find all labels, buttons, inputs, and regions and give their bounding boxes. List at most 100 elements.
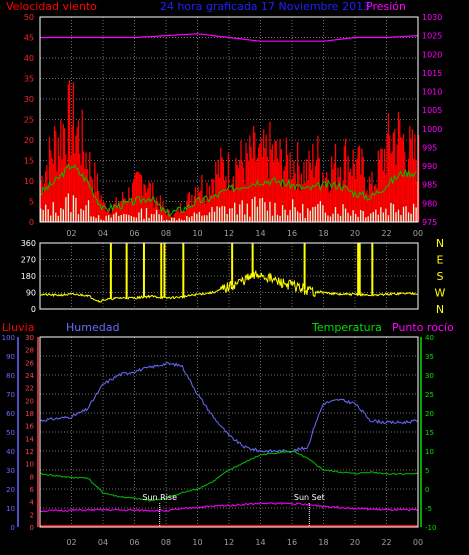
- wind-low-bar: [289, 210, 291, 222]
- wind-gust-bar: [176, 210, 178, 222]
- wind-low-bar: [42, 209, 44, 222]
- wind-gust-bar: [191, 195, 193, 222]
- temp-y-tick-label: 15: [425, 429, 434, 437]
- rain-y-tick-label: 14: [25, 435, 34, 443]
- wind-gust-bar: [212, 179, 214, 222]
- wind-gust-bar: [61, 159, 63, 222]
- wind-gust-bar: [150, 198, 153, 222]
- wind-gust-bar: [362, 156, 364, 222]
- wind-low-bar: [276, 214, 279, 222]
- wind-low-bar: [312, 207, 314, 222]
- wind-gust-bar: [51, 157, 53, 222]
- wind-low-bar: [344, 208, 347, 222]
- wind-gust-bar: [125, 201, 127, 222]
- wind-gust-bar: [405, 174, 407, 222]
- wind-gust-bar: [179, 203, 182, 222]
- wind-gust-bar: [147, 188, 149, 222]
- wind-gust-bar: [270, 149, 272, 222]
- wind-gust-bar: [172, 216, 174, 222]
- wind-gust-bar: [193, 196, 196, 222]
- wind-gust-bar: [81, 109, 83, 222]
- wind-gust-bar: [215, 161, 217, 222]
- wind-gust-bar: [303, 161, 305, 222]
- wind-gust-bar: [139, 174, 141, 222]
- wind-low-bar: [256, 206, 259, 222]
- wind-gust-bar: [268, 178, 270, 222]
- wind-gust-bar: [145, 192, 148, 222]
- wind-low-bar: [145, 208, 148, 222]
- temp-y-tick-label: -5: [425, 505, 432, 513]
- wind-low-bar: [299, 213, 301, 222]
- wind-gust-bar: [211, 178, 213, 222]
- compass-tick-label: N: [436, 303, 444, 316]
- climate-x-tick-label: 00: [413, 538, 423, 547]
- climate-x-tick-label: 22: [381, 538, 391, 547]
- temp-y-tick-label: -10: [425, 524, 436, 532]
- wind-low-bar: [103, 220, 105, 222]
- wind-gust-bar: [404, 152, 406, 222]
- wind-gust-bar: [377, 150, 379, 222]
- wind-gust-bar: [327, 179, 329, 222]
- wind-gust-bar: [341, 186, 343, 222]
- pressure-y-tick-label: 995: [422, 143, 437, 152]
- wind-low-bar: [380, 207, 382, 222]
- wind-low-bar: [60, 207, 62, 222]
- wind-low-bar: [40, 208, 42, 222]
- wind-low-bar: [322, 205, 324, 222]
- wind-low-bar: [70, 212, 72, 222]
- climate-x-tick-label: 16: [287, 538, 297, 547]
- wind-low-bar: [395, 212, 397, 222]
- wind-gust-bar: [144, 184, 146, 222]
- chart-title: 24 hora graficada 17 Noviembre 2013: [160, 0, 370, 13]
- wind-x-tick-label: 16: [287, 229, 297, 238]
- wind-gust-bar: [386, 133, 388, 222]
- wind-gust-bar: [225, 176, 227, 222]
- compass-tick-label: E: [437, 254, 444, 267]
- wind-gust-bar: [45, 171, 47, 222]
- wind-low-bar: [339, 215, 342, 222]
- wind-gust-bar: [276, 158, 279, 222]
- humidity-y-tick-label: 10: [6, 505, 15, 513]
- wind-low-bar: [254, 196, 256, 222]
- wind-low-bar: [95, 218, 97, 222]
- wind-low-bar: [337, 213, 339, 222]
- wind-gust-bar: [314, 165, 316, 222]
- wind-gust-bar: [196, 199, 198, 222]
- wind-gust-bar: [217, 159, 219, 222]
- wind-low-bar: [292, 199, 294, 222]
- wind-gust-bar: [410, 138, 412, 222]
- temperature-label: Temperatura: [311, 321, 382, 334]
- rain-y-tick-label: 16: [25, 423, 34, 431]
- rain-y-tick-label: 20: [25, 397, 34, 405]
- wind-gust-bar: [181, 210, 183, 222]
- wind-gust-bar: [297, 141, 299, 222]
- wind-gust-bar: [361, 148, 363, 222]
- pressure-line: [40, 33, 419, 42]
- wind-gust-bar: [155, 197, 158, 222]
- wind-low-bar: [143, 218, 145, 222]
- wind-gust-bar: [42, 191, 44, 222]
- wind-low-bar: [234, 202, 236, 222]
- wind-low-bar: [138, 212, 140, 222]
- climate-x-tick-label: 10: [192, 538, 202, 547]
- wind-gust-bar: [75, 135, 77, 222]
- wind-low-bar: [153, 214, 155, 222]
- wind-gust-bar: [46, 164, 48, 222]
- wind-low-bar: [329, 216, 332, 222]
- wind-low-bar: [62, 209, 64, 222]
- wind-gust-bar: [265, 134, 267, 222]
- wind-gust-bar: [119, 201, 121, 222]
- wind-low-bar: [110, 217, 112, 222]
- wind-low-bar: [130, 215, 133, 222]
- wind-gust-bar: [313, 177, 315, 222]
- humidity-y-tick-label: 0: [11, 524, 15, 532]
- wind-gust-bar: [118, 203, 120, 222]
- wind-gust-bar: [343, 146, 345, 222]
- wind-gust-bar: [323, 185, 325, 222]
- wind-gust-bar: [336, 184, 338, 222]
- wind-low-bar: [90, 216, 92, 222]
- wind-gust-bar: [116, 206, 119, 222]
- wind-low-bar: [108, 215, 110, 222]
- wind-gust-bar: [401, 138, 403, 222]
- wind-low-bar: [223, 206, 226, 222]
